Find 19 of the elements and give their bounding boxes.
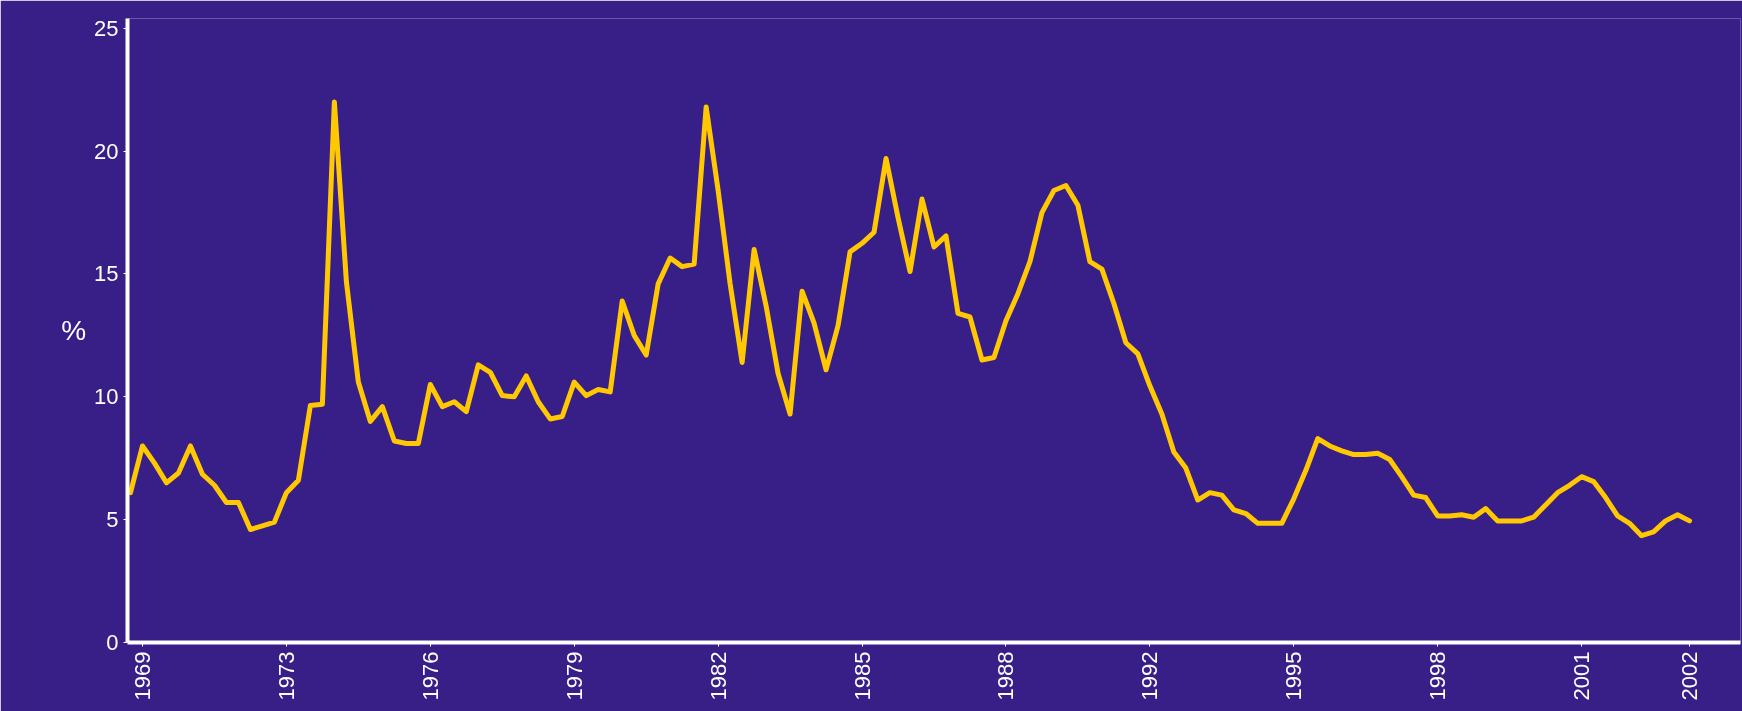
x-tick-label: 1976 [417, 651, 443, 701]
y-tick-label: 20 [94, 138, 119, 164]
x-tick-label: 1995 [1281, 651, 1307, 701]
y-axis-title: % [61, 315, 87, 346]
y-tick-label: 0 [106, 630, 119, 655]
x-tick-label: 1988 [993, 651, 1019, 701]
x-tick-label: 2001 [1569, 651, 1595, 701]
x-tick-label: 1985 [849, 651, 875, 701]
x-tick-label: 1992 [1137, 651, 1163, 701]
x-tick-label: 1979 [561, 651, 587, 701]
y-tick-label: 5 [106, 507, 119, 533]
x-tick-label: 2002 [1677, 651, 1703, 701]
x-tick-label: 1969 [129, 651, 155, 701]
y-tick-label: 25 [94, 15, 119, 41]
x-tick-label: 1982 [705, 651, 731, 701]
y-tick-label: 15 [94, 261, 119, 287]
y-tick-label: 10 [94, 384, 119, 410]
x-tick-label: 1998 [1425, 651, 1451, 701]
x-tick-label: 1973 [273, 651, 299, 701]
